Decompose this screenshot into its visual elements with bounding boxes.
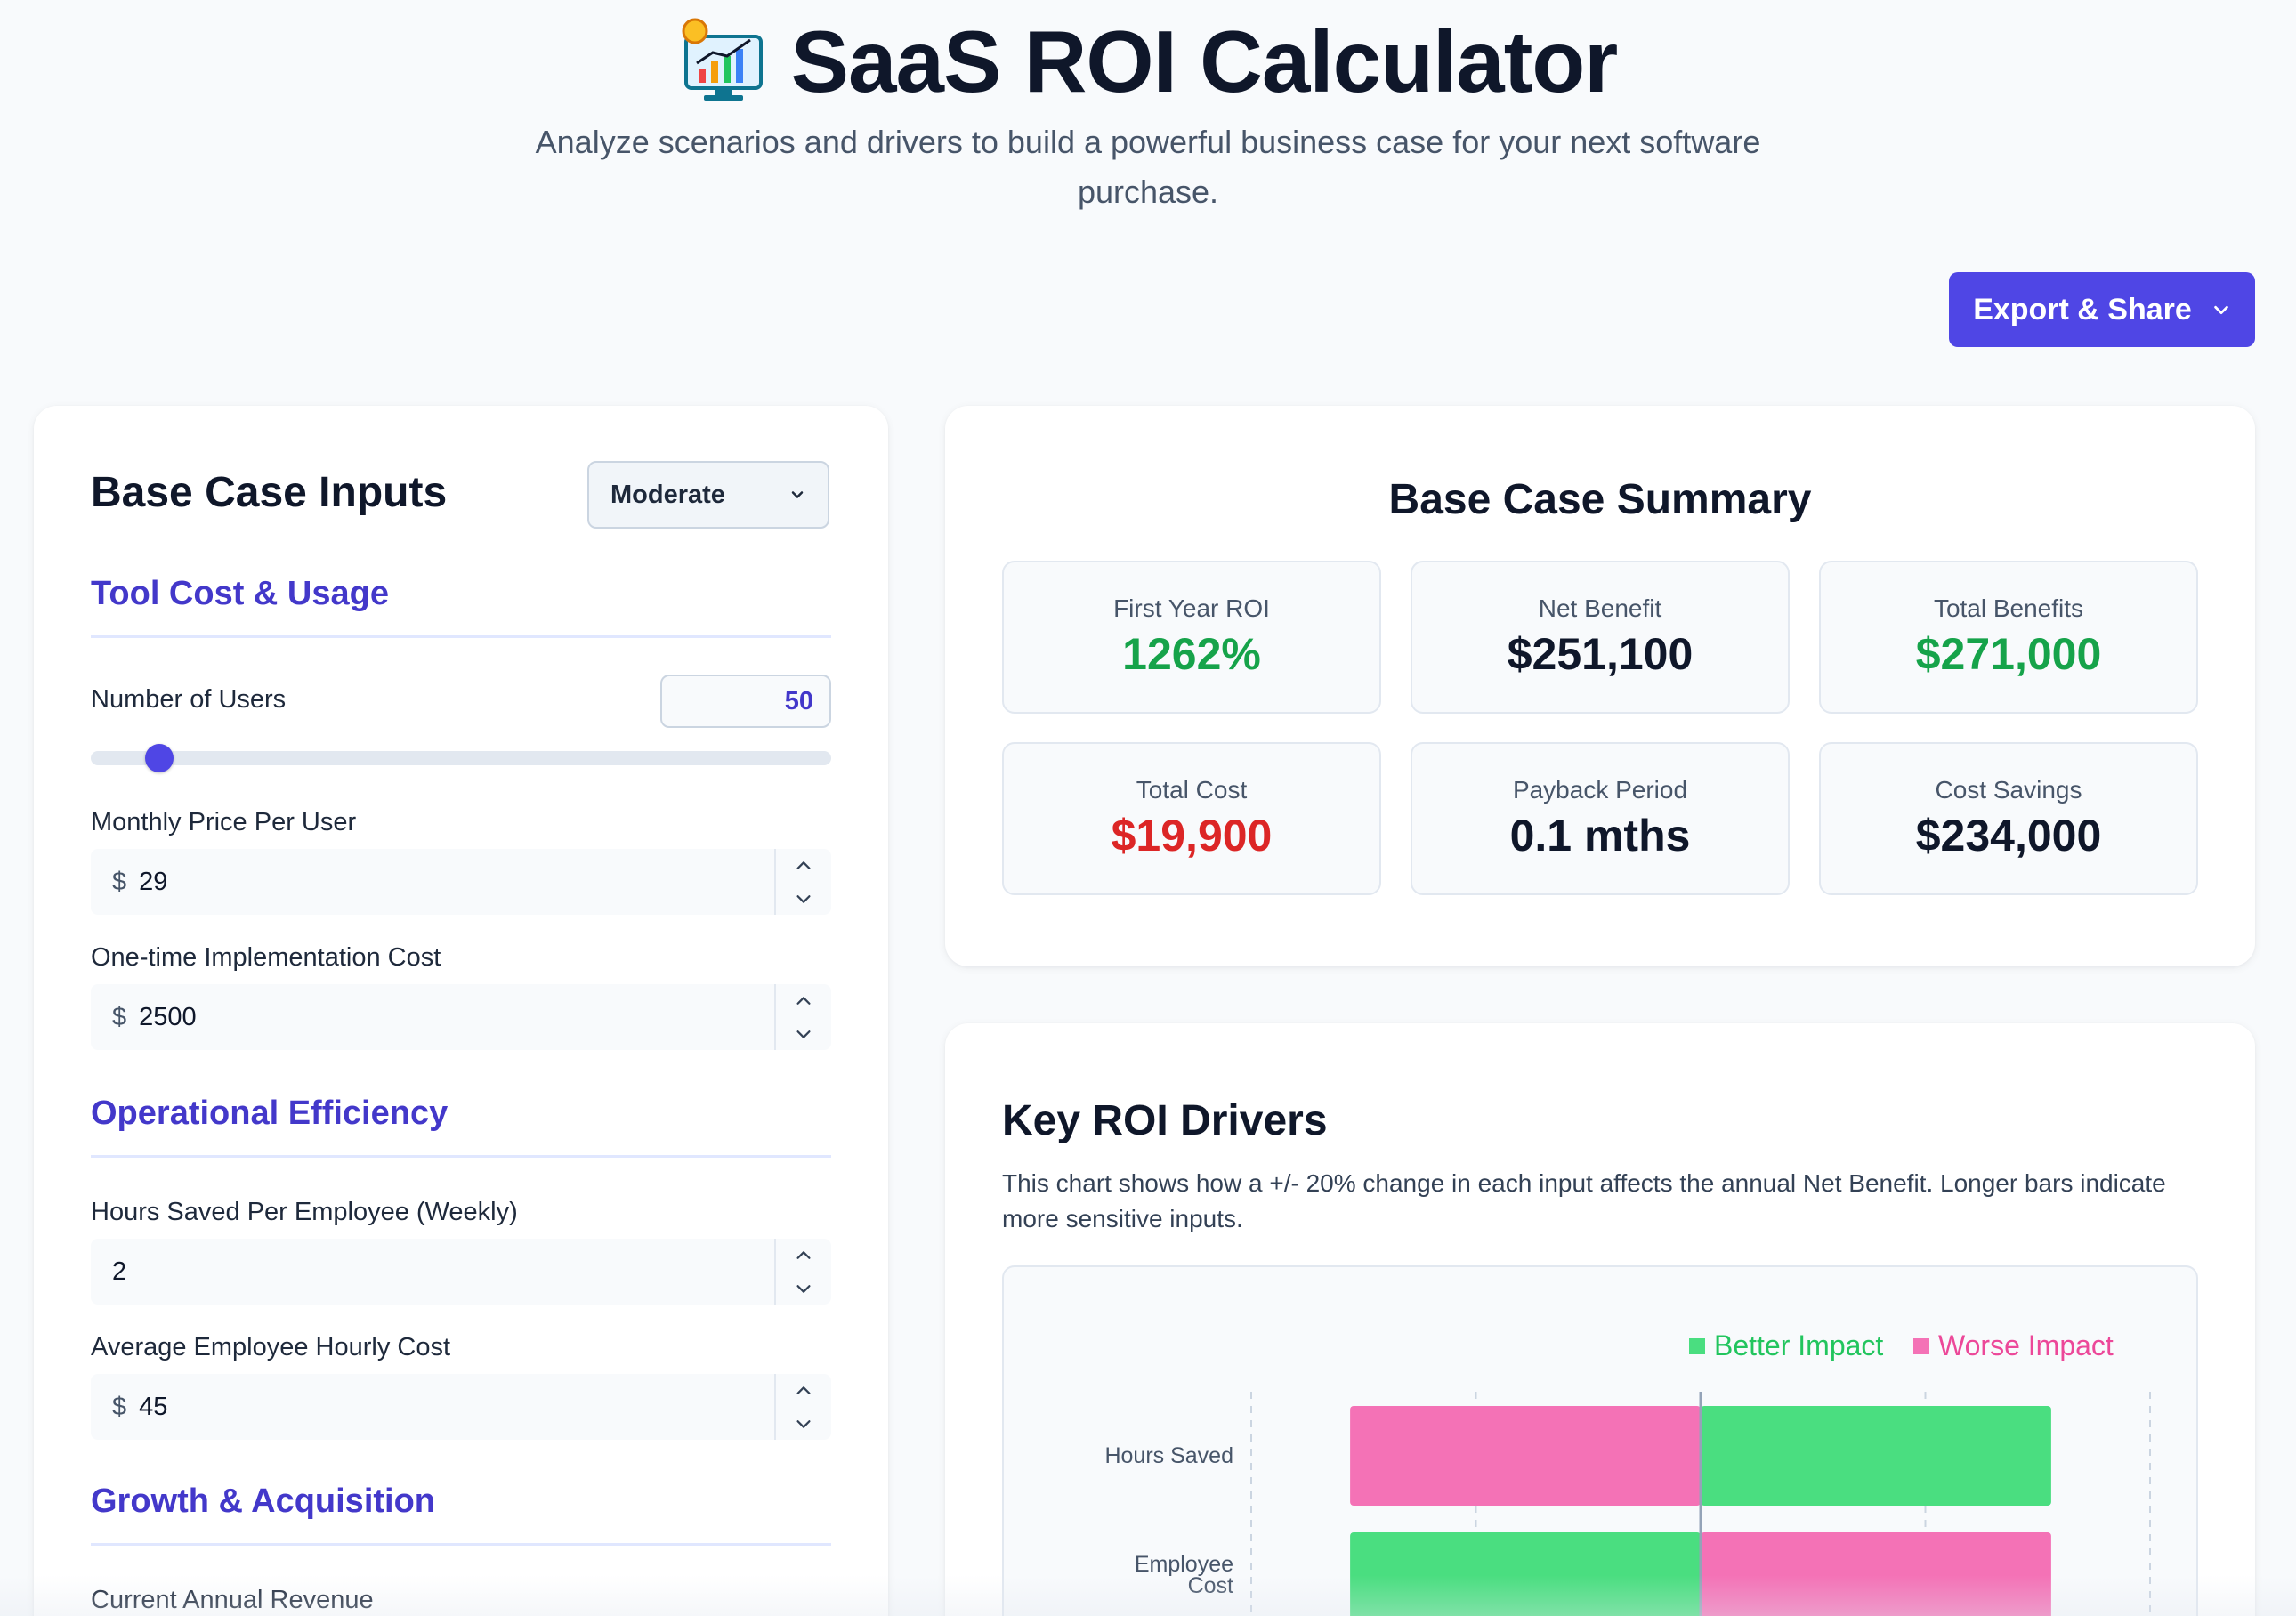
page-subtitle: Analyze scenarios and drivers to build a… [535, 124, 1761, 210]
metric-payback-period: Payback Period 0.1 mths [1411, 742, 1790, 895]
tornado-chart: Better Impact Worse Impact Hours Saved Empl… [1002, 1265, 2198, 1616]
metric-cost-savings: Cost Savings $234,000 [1819, 742, 2198, 895]
chevron-down-icon [796, 894, 811, 903]
category-tick-label: Hours Saved [1104, 1443, 1233, 1468]
chart-monitor-icon [682, 18, 763, 101]
page-title-text: SaaS ROI Calculator [790, 12, 1619, 110]
users-slider-handle[interactable] [145, 744, 174, 772]
inputs-title: Base Case Inputs [91, 469, 448, 516]
price-stepper[interactable] [774, 849, 831, 915]
hourly-cost-value: 45 [139, 1392, 168, 1421]
metric-label: Total Benefits [1933, 594, 2084, 622]
legend-swatch-worse [1913, 1338, 1929, 1354]
metric-value: $251,100 [1507, 629, 1694, 679]
hours-value: 2 [112, 1256, 127, 1286]
metric-first-year-roi: First Year ROI 1262% [1002, 561, 1381, 714]
decrement-button[interactable] [776, 882, 831, 915]
increment-button[interactable] [776, 849, 831, 882]
metric-total-cost: Total Cost $19,900 [1002, 742, 1381, 895]
decrement-button[interactable] [776, 1272, 831, 1305]
section-operational-efficiency: Operational Efficiency [91, 1095, 449, 1132]
legend-swatch-better [1689, 1338, 1705, 1354]
impl-input[interactable]: $ 2500 [91, 984, 831, 1050]
hours-stepper[interactable] [774, 1239, 831, 1305]
chevron-up-icon [796, 861, 811, 869]
section-divider [91, 1543, 831, 1546]
price-value: 29 [139, 867, 168, 896]
users-label: Number of Users [91, 685, 287, 714]
chevron-up-icon [796, 996, 811, 1005]
metric-label: Total Cost [1136, 776, 1248, 804]
metric-value: $234,000 [1915, 811, 2102, 861]
summary-card: Base Case Summary First Year ROI 1262% N… [945, 406, 2255, 966]
chevron-down-icon [791, 491, 804, 498]
legend-label-worse: Worse Impact [1938, 1329, 2114, 1361]
legend-label-better: Better Impact [1714, 1329, 1883, 1361]
increment-button[interactable] [776, 1239, 831, 1272]
metric-label: Payback Period [1512, 776, 1688, 804]
inputs-card: Base Case Inputs Moderate Tool Cost & Us… [34, 406, 888, 1616]
scenario-select[interactable]: Moderate [587, 461, 829, 529]
metric-value: 1262% [1122, 629, 1261, 679]
drivers-description: This chart shows how a +/- 20% change in… [1002, 1169, 2166, 1232]
hourly-cost-stepper[interactable] [774, 1374, 831, 1440]
decrement-button[interactable] [776, 1017, 831, 1050]
price-label: Monthly Price Per User [91, 808, 357, 836]
metric-label: First Year ROI [1113, 594, 1270, 622]
bar-worse [1350, 1406, 1701, 1506]
section-tool-cost: Tool Cost & Usage [91, 575, 389, 612]
metric-value: $19,900 [1111, 811, 1273, 861]
drivers-title: Key ROI Drivers [1002, 1097, 1328, 1144]
category-tick-label: Employee Cost [1135, 1552, 1233, 1598]
export-share-button[interactable]: Export & Share [1949, 272, 2255, 347]
page-title: SaaS ROI Calculator [0, 12, 2296, 110]
chevron-down-icon [796, 1030, 811, 1038]
bar-worse [1701, 1532, 2051, 1616]
decrement-button[interactable] [776, 1407, 831, 1440]
metric-net-benefit: Net Benefit $251,100 [1411, 561, 1790, 714]
chevron-down-icon [2214, 305, 2228, 315]
section-divider [91, 1155, 831, 1158]
chevron-up-icon [796, 1386, 811, 1394]
price-input[interactable]: $ 29 [91, 849, 831, 915]
impl-label: One-time Implementation Cost [91, 943, 441, 972]
metric-value: $271,000 [1915, 629, 2102, 679]
hourly-cost-label: Average Employee Hourly Cost [91, 1333, 451, 1361]
export-share-label: Export & Share [1973, 292, 2192, 327]
currency-prefix: $ [112, 867, 127, 896]
metric-label: Cost Savings [1935, 776, 2082, 804]
metric-total-benefits: Total Benefits $271,000 [1819, 561, 2198, 714]
scenario-selected-value: Moderate [610, 480, 725, 509]
users-slider[interactable] [91, 744, 831, 772]
drivers-card: Key ROI Drivers This chart shows how a +… [945, 1023, 2255, 1616]
increment-button[interactable] [776, 1374, 831, 1407]
metric-value: 0.1 mths [1509, 811, 1691, 861]
bar-better [1350, 1532, 1701, 1616]
summary-title: Base Case Summary [1388, 476, 1812, 523]
hours-label: Hours Saved Per Employee (Weekly) [91, 1198, 518, 1226]
revenue-label: Current Annual Revenue [91, 1586, 374, 1614]
currency-prefix: $ [112, 1392, 127, 1421]
hourly-cost-input[interactable]: $ 45 [91, 1374, 831, 1440]
increment-button[interactable] [776, 984, 831, 1017]
currency-prefix: $ [112, 1002, 127, 1031]
metric-label: Net Benefit [1538, 594, 1662, 622]
impl-stepper[interactable] [774, 984, 831, 1050]
chevron-down-icon [796, 1284, 811, 1293]
section-divider [91, 635, 831, 638]
tornado-chart-svg: Better Impact Worse Impact Hours Saved Empl… [1104, 1329, 2151, 1616]
hours-input[interactable]: 2 [91, 1239, 831, 1305]
users-input[interactable]: 50 [660, 675, 831, 728]
chevron-down-icon [796, 1419, 811, 1428]
impl-value: 2500 [139, 1002, 197, 1031]
chevron-up-icon [796, 1250, 811, 1259]
section-growth-acquisition: Growth & Acquisition [91, 1483, 436, 1520]
bar-better [1701, 1406, 2051, 1506]
